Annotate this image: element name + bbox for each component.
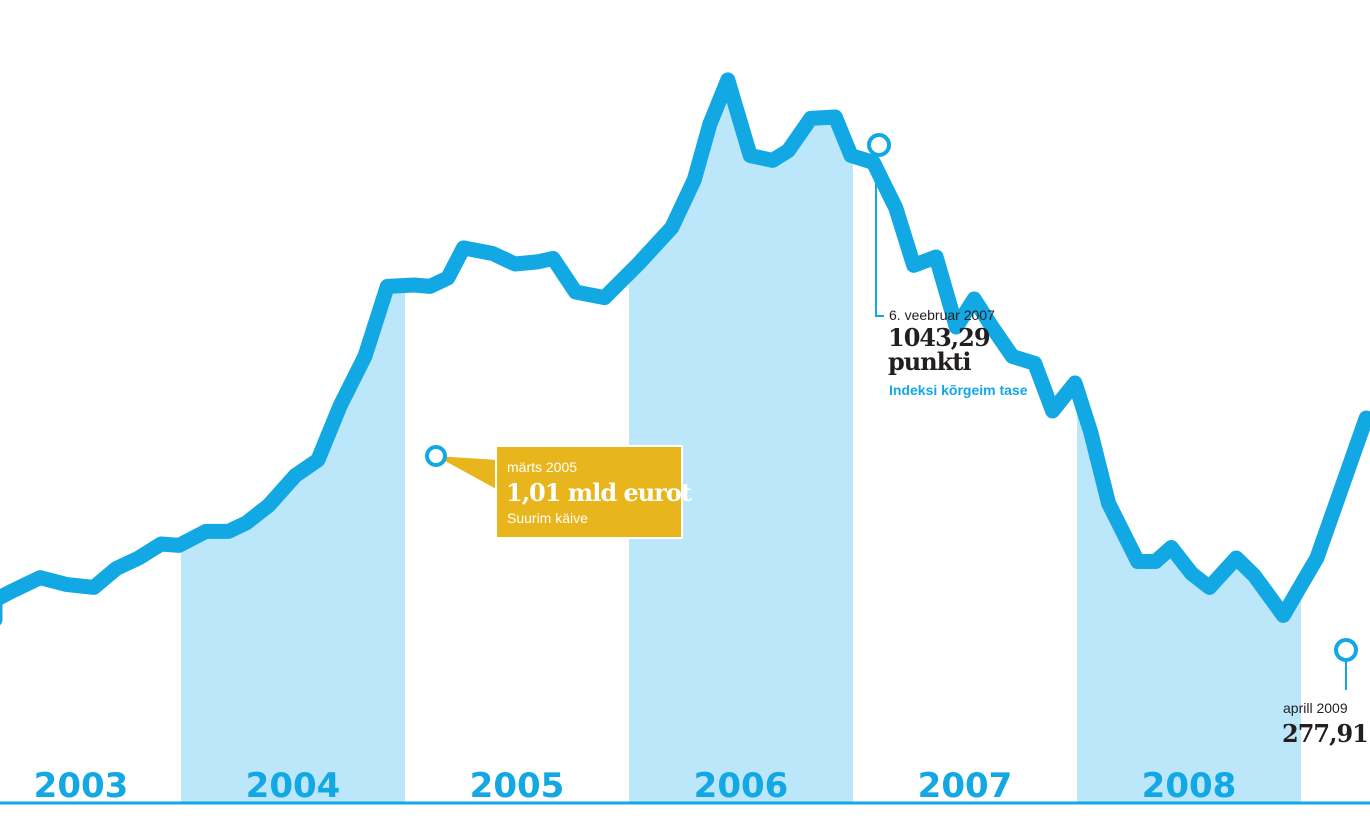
peak-value: 1043,29 (888, 323, 990, 352)
year-bands (0, 0, 1370, 803)
series-line (0, 72, 1370, 626)
annotation-peak-2007: 6. veebruar 2007 1043,29 punkti Indeksi … (867, 133, 1028, 398)
peak-unit: punkti (888, 347, 971, 376)
low-date: aprill 2009 (1283, 700, 1348, 716)
callout-date: märts 2005 (507, 459, 577, 475)
peak-note: Indeksi kõrgeim tase (889, 382, 1028, 398)
peak-date: 6. veebruar 2007 (889, 307, 995, 323)
peak-leader-line (875, 148, 884, 317)
x-axis-tick-labels: 2003 2004 2005 2006 2007 2008 (34, 766, 1237, 806)
x-tick-label-2003: 2003 (34, 766, 129, 806)
callout-value: 1,01 mld eurot (506, 478, 692, 507)
x-tick-label-2004: 2004 (246, 766, 341, 806)
annotation-march-2005: märts 2005 1,01 mld eurot Suurim käive (425, 445, 693, 539)
callout-box (495, 445, 683, 539)
x-tick-label-2007: 2007 (918, 766, 1013, 806)
peak-marker (867, 133, 891, 157)
callout-tail (436, 456, 498, 490)
callout-note: Suurim käive (507, 510, 588, 526)
low-value: 277,91 p (1282, 719, 1370, 748)
series-points (10, 79, 1367, 616)
x-tick-label-2008: 2008 (1142, 766, 1237, 806)
callout-marker (425, 445, 447, 467)
x-tick-label-2005: 2005 (470, 766, 565, 806)
area-above-line (0, 0, 1370, 620)
low-marker (1334, 638, 1358, 662)
annotation-low-2009: aprill 2009 277,91 p (1282, 638, 1370, 748)
x-tick-label-2006: 2006 (694, 766, 789, 806)
